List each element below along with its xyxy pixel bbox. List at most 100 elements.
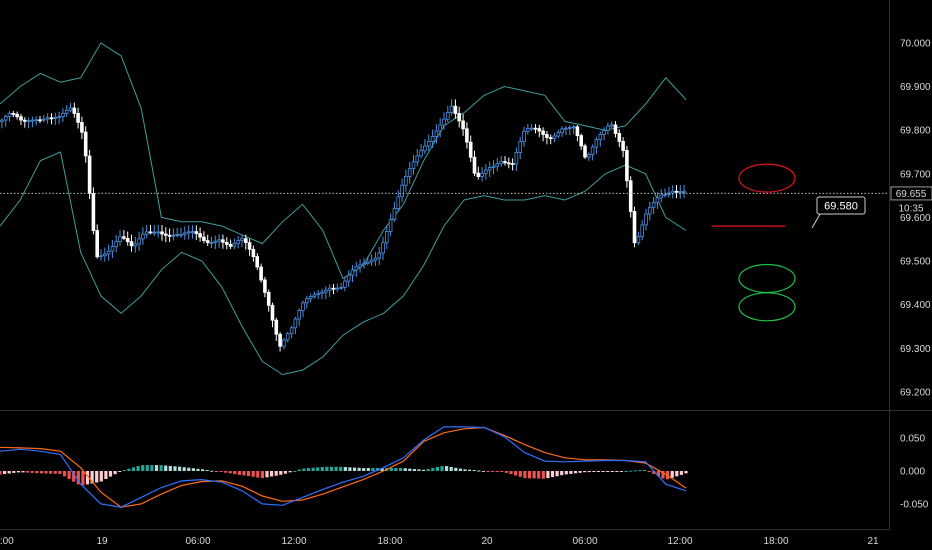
macd-axis[interactable]: 0.050 0.000 -0.050 xyxy=(900,434,929,511)
callout-pointer xyxy=(811,213,821,229)
candle-body xyxy=(202,236,206,242)
bollinger-upper xyxy=(0,42,687,280)
candle-body xyxy=(182,232,187,235)
annotation-ellipse xyxy=(738,292,796,322)
histogram-bar xyxy=(615,471,619,472)
candle-body xyxy=(590,146,595,155)
candle-body xyxy=(415,155,420,163)
candle-body xyxy=(129,241,134,247)
candle-body xyxy=(274,319,279,335)
histogram-bar xyxy=(477,470,481,472)
histogram-bar xyxy=(417,469,421,471)
histogram-bar xyxy=(587,471,591,473)
candle-body xyxy=(312,294,317,298)
histogram-bar xyxy=(265,471,269,478)
histogram-bar xyxy=(62,471,67,477)
histogram-bar xyxy=(58,471,62,474)
histogram-bar xyxy=(3,471,7,474)
histogram-bar xyxy=(472,470,476,472)
candle-body xyxy=(99,255,103,258)
candle-body xyxy=(541,130,545,135)
candle-body xyxy=(266,291,271,306)
histogram-bar xyxy=(403,468,407,471)
histogram-bar xyxy=(389,468,393,471)
candle-body xyxy=(80,122,84,133)
histogram-bar xyxy=(371,468,375,471)
histogram-bar xyxy=(583,471,587,473)
time-tick-label: 19 xyxy=(96,536,108,547)
candle-body xyxy=(670,190,675,194)
candle-body xyxy=(110,246,115,252)
histogram-bar xyxy=(422,469,426,471)
candle-body xyxy=(548,137,553,140)
candle-body xyxy=(137,238,141,245)
candle-body xyxy=(388,219,393,233)
candle-body xyxy=(285,333,290,341)
histogram-bar xyxy=(454,467,458,471)
candle-body xyxy=(91,192,96,231)
histogram-bar xyxy=(233,471,237,475)
histogram-bar xyxy=(348,467,352,471)
histogram-bar xyxy=(592,471,596,472)
histogram-bar xyxy=(426,468,430,471)
histogram-bar xyxy=(127,468,131,471)
candle-body xyxy=(263,279,267,293)
candle-body xyxy=(472,156,477,174)
last-price-box xyxy=(890,186,932,201)
histogram-bar xyxy=(104,471,108,479)
histogram-bar xyxy=(509,471,513,475)
histogram-bar xyxy=(67,471,71,479)
candle-body xyxy=(190,231,195,234)
histogram-bar xyxy=(113,471,117,475)
candle-body xyxy=(506,162,511,165)
histogram-bar xyxy=(205,470,209,471)
candle-body xyxy=(438,124,442,132)
histogram-bar xyxy=(178,466,182,471)
candle-body xyxy=(392,207,397,221)
price-callout[interactable]: 69.580 xyxy=(811,196,866,229)
candle-body xyxy=(487,167,492,171)
histogram-bar xyxy=(523,471,527,479)
histogram-bar xyxy=(619,471,624,472)
candle-body xyxy=(22,119,27,122)
candle-body xyxy=(255,256,260,268)
price-axis[interactable]: 70.000 69.900 69.800 69.700 69.600 69.500 69.4… xyxy=(900,38,931,398)
histogram-bar xyxy=(12,471,16,473)
time-tick-label: 18:00 xyxy=(377,536,402,547)
histogram-bar xyxy=(164,465,168,471)
histogram-bar xyxy=(652,471,656,474)
histogram-bar xyxy=(578,471,582,473)
candle-body xyxy=(663,194,667,196)
histogram-bar xyxy=(643,469,647,471)
drawing-annotations[interactable] xyxy=(712,163,796,322)
histogram-bar xyxy=(675,471,679,477)
histogram-bar xyxy=(210,470,214,472)
histogram-bar xyxy=(550,471,555,478)
histogram-bar xyxy=(514,471,518,476)
histogram-bar xyxy=(49,471,53,474)
candle-body xyxy=(243,238,248,243)
histogram-bar xyxy=(532,471,536,479)
time-axis[interactable]: 8:00 19 06:00 12:00 18:00 20 06:00 12:00 18:00 21 xyxy=(0,536,879,547)
histogram-bar xyxy=(555,471,559,477)
histogram-bar xyxy=(334,466,338,471)
histogram-bar xyxy=(182,467,186,471)
histogram-bar xyxy=(569,471,573,474)
histogram-bar xyxy=(187,467,191,471)
candle-body xyxy=(163,233,168,236)
candle-body xyxy=(587,154,591,158)
histogram-bar xyxy=(136,466,140,471)
histogram-bar xyxy=(491,471,495,472)
candle-body xyxy=(468,141,473,158)
histogram-bar xyxy=(302,468,306,471)
candle-body xyxy=(404,176,408,186)
candle-body xyxy=(213,240,218,243)
candle-body xyxy=(133,243,138,247)
candle-body xyxy=(491,165,496,169)
time-tick-label: 21 xyxy=(867,536,879,547)
candle-body xyxy=(365,261,370,265)
candle-body xyxy=(175,234,180,236)
histogram-bar xyxy=(256,471,260,478)
candle-body xyxy=(144,231,149,235)
